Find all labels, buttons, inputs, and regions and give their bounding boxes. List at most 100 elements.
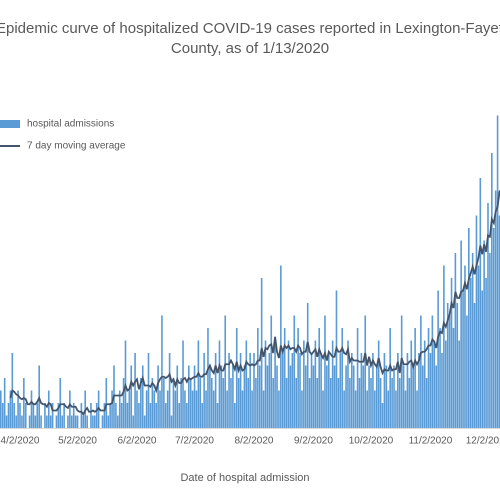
x-tick-label: 10/2/2020 [349,436,394,447]
bar [339,353,342,428]
bar [491,153,493,428]
bar [333,365,336,428]
bar [402,365,405,428]
bar [130,365,133,428]
bar [429,353,432,428]
bar [115,403,117,428]
bar [226,390,228,428]
bar [170,415,173,428]
bar [331,340,334,428]
bar [485,278,487,428]
bar [494,190,497,428]
bar [372,353,374,428]
bar [222,378,225,428]
bar [310,353,313,428]
bar [364,315,367,428]
x-tick-label: 11/2/2020 [409,436,453,447]
bar [433,340,436,428]
bar [163,378,165,428]
bar [69,390,71,428]
bar [184,390,186,428]
bar [487,203,489,428]
x-tick-label: 6/2/2020 [118,436,157,447]
bar [235,328,238,428]
bar [249,353,251,428]
bar [49,415,52,428]
bar [136,390,138,428]
bar [239,353,242,428]
bar [128,390,131,428]
bar [105,378,108,428]
bar [176,365,179,428]
bar [289,365,292,428]
bar [316,378,319,428]
bar [199,378,202,428]
bar [237,378,240,428]
bar [452,328,455,428]
bar [172,378,175,428]
bar [107,415,110,428]
bar [358,378,361,428]
bar [245,340,248,428]
bar [425,378,428,428]
bar [468,228,470,428]
bar [153,390,156,428]
bar [303,340,305,428]
bar [168,353,171,428]
bar [258,365,261,428]
x-tick-label: 4/2/2020 [1,436,40,447]
bar [134,353,136,428]
bar [93,415,96,428]
bar [366,390,368,428]
bar [92,415,94,428]
bar [205,390,207,428]
x-tick-label: 7/2/2020 [175,436,214,447]
bar [404,390,407,428]
bar [253,353,255,428]
bar [443,265,445,428]
bar [416,390,418,428]
bar [264,340,267,428]
bar [362,365,365,428]
bar [354,390,357,428]
bar [483,240,485,428]
bar [147,353,150,428]
bar [218,340,221,428]
bar [295,378,297,428]
bar [368,365,370,428]
bar [285,378,288,428]
bar [228,353,230,428]
bar [406,353,409,428]
bar [326,365,328,428]
bar [464,265,466,428]
x-tick-label: 9/2/2020 [294,436,333,447]
bar [308,378,311,428]
bar [67,415,69,428]
bar [74,415,77,428]
bar [101,415,104,428]
chart-subtitle: County, as of 1/13/2020 [171,40,329,57]
bar [151,378,154,428]
x-tick-label: 5/2/2020 [58,436,97,447]
bar [70,415,73,428]
bar [234,403,236,428]
bar [197,340,200,428]
bar [454,253,457,428]
bar [312,365,315,428]
bar [379,378,382,428]
bar [86,415,88,428]
bar [34,415,37,428]
bar [320,353,322,428]
bar [281,353,284,428]
bar [471,253,474,428]
bar [356,328,359,428]
bar [174,390,177,428]
bar [80,403,83,428]
bar [7,403,10,428]
bar [145,390,148,428]
bar [59,378,62,428]
bar [439,328,441,428]
bar [166,390,169,428]
bar [72,403,75,428]
